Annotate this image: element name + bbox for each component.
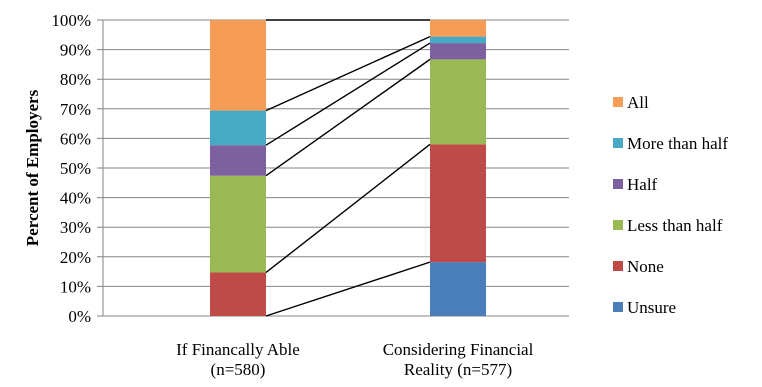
series-line-none [265,143,431,274]
legend-swatch [613,138,623,148]
legend-swatch [613,220,623,230]
x-tick-label: Considering Financial [383,340,534,359]
y-tick-label: 10% [60,277,91,296]
bar-segment-half [430,43,486,60]
y-tick-label: 40% [60,189,91,208]
y-tick-label: 20% [60,248,91,267]
legend-swatch [613,179,623,189]
bar-segment-unsure [430,262,486,316]
bar-segment-more-than-half [430,36,486,44]
legend-label: Unsure [627,298,676,317]
legend: All More than half Half Less than half None U… [613,93,728,317]
legend-label: Less than half [627,216,723,235]
series-line-less-than-half [265,58,431,177]
legend-label: All [627,93,649,112]
legend-label: None [627,257,664,276]
legend-swatch [613,302,623,312]
y-tick-label: 60% [60,129,91,148]
y-tick-label: 30% [60,218,91,237]
y-tick-label: 70% [60,100,91,119]
bar-segment-none [210,272,266,316]
series-line-unsure [265,261,431,317]
y-tick-label: 0% [68,307,91,326]
series-line-half [265,42,431,146]
series-connector-lines [265,19,431,317]
y-tick-label: 50% [60,159,91,178]
y-axis-tick-labels: 0% 10% 20% 30% 40% 50% 60% 70% 80% 90% 100% [51,11,91,326]
bar-segment-none [430,144,486,263]
series-line-more-than-half [265,35,431,112]
gridlines [97,19,569,317]
bar-segment-less-than-half [210,175,266,273]
x-axis-category-labels: If Financally Able(n=580) Considering Fin… [176,340,533,379]
legend-label: More than half [627,134,728,153]
bar-segment-less-than-half [430,59,486,145]
bars [210,20,486,316]
legend-swatch [613,97,623,107]
x-tick-label: Reality (n=577) [404,360,512,379]
bar-segment-more-than-half [210,110,266,146]
y-tick-label: 100% [51,11,91,30]
y-tick-label: 90% [60,41,91,60]
y-tick-label: 80% [60,70,91,89]
legend-swatch [613,261,623,271]
bar-segment-all [430,20,486,37]
y-axis-label: Percent of Employers [23,89,42,246]
x-tick-label: (n=580) [211,360,266,379]
bar-segment-half [210,145,266,176]
legend-label: Half [627,175,658,194]
bar-segment-all [210,20,266,111]
x-tick-label: If Financally Able [176,340,300,359]
